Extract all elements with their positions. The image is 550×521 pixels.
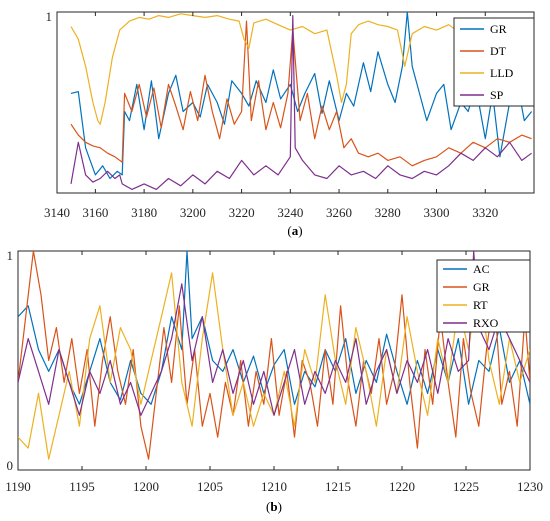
x-tick-label: 3260	[326, 205, 352, 220]
legend-box	[453, 17, 535, 107]
x-tick-label: 1190	[5, 479, 31, 494]
legend-label: SP	[490, 88, 504, 102]
x-tick-label: 3280	[375, 205, 401, 220]
series-line-gr	[18, 251, 530, 460]
x-tick-label: 3240	[277, 205, 303, 220]
x-tick-label: 3180	[131, 205, 157, 220]
panel-caption: (b)	[266, 499, 282, 514]
legend-label: DT	[490, 44, 507, 58]
series-line-lld	[70, 13, 532, 125]
legend-label: AC	[473, 262, 490, 276]
legend-label: GR	[490, 22, 507, 36]
series-line-dt	[70, 20, 532, 167]
legend: AC GR RT RXO	[436, 259, 531, 333]
x-tick-label: 1200	[133, 479, 159, 494]
y-tick-label: 0	[7, 458, 14, 473]
y-tick-label: 1	[7, 248, 14, 263]
x-tick-label: 3200	[180, 205, 206, 220]
legend-label: GR	[473, 280, 490, 294]
series-line-rxo	[18, 251, 530, 416]
x-tick-label: 3220	[229, 205, 255, 220]
x-tick-label: 1195	[69, 479, 95, 494]
x-tick-label: 3160	[82, 205, 108, 220]
y-tick-label: 1	[46, 9, 53, 24]
x-tick-label: 1220	[389, 479, 415, 494]
legend-box	[436, 259, 531, 333]
x-tick-label: 1210	[261, 479, 287, 494]
x-tick-label: 1225	[453, 479, 479, 494]
x-tick-label: 3140	[44, 205, 70, 220]
legend-label: RT	[473, 298, 488, 312]
series-line-sp	[70, 15, 532, 190]
x-tick-label: 1205	[197, 479, 223, 494]
x-tick-label: 1230	[517, 479, 543, 494]
chart-panel-a: 3140 3160 3180 3200 3220 3240 3260 3280 3300 3320…	[44, 9, 535, 238]
legend-label: RXO	[473, 316, 499, 330]
series-line-gr	[70, 12, 533, 180]
legend-label: LLD	[490, 66, 514, 80]
chart-panel-b: 1190 1195 1200 1205 1210 1215 1220 1225 1230 0 1 (b…	[5, 248, 543, 514]
x-tick-label: 3320	[472, 205, 498, 220]
panel-caption: (a)	[287, 223, 302, 238]
x-tick-label: 3300	[424, 205, 450, 220]
x-tick-label: 1215	[325, 479, 351, 494]
legend: GR DT LLD SP	[453, 17, 535, 107]
